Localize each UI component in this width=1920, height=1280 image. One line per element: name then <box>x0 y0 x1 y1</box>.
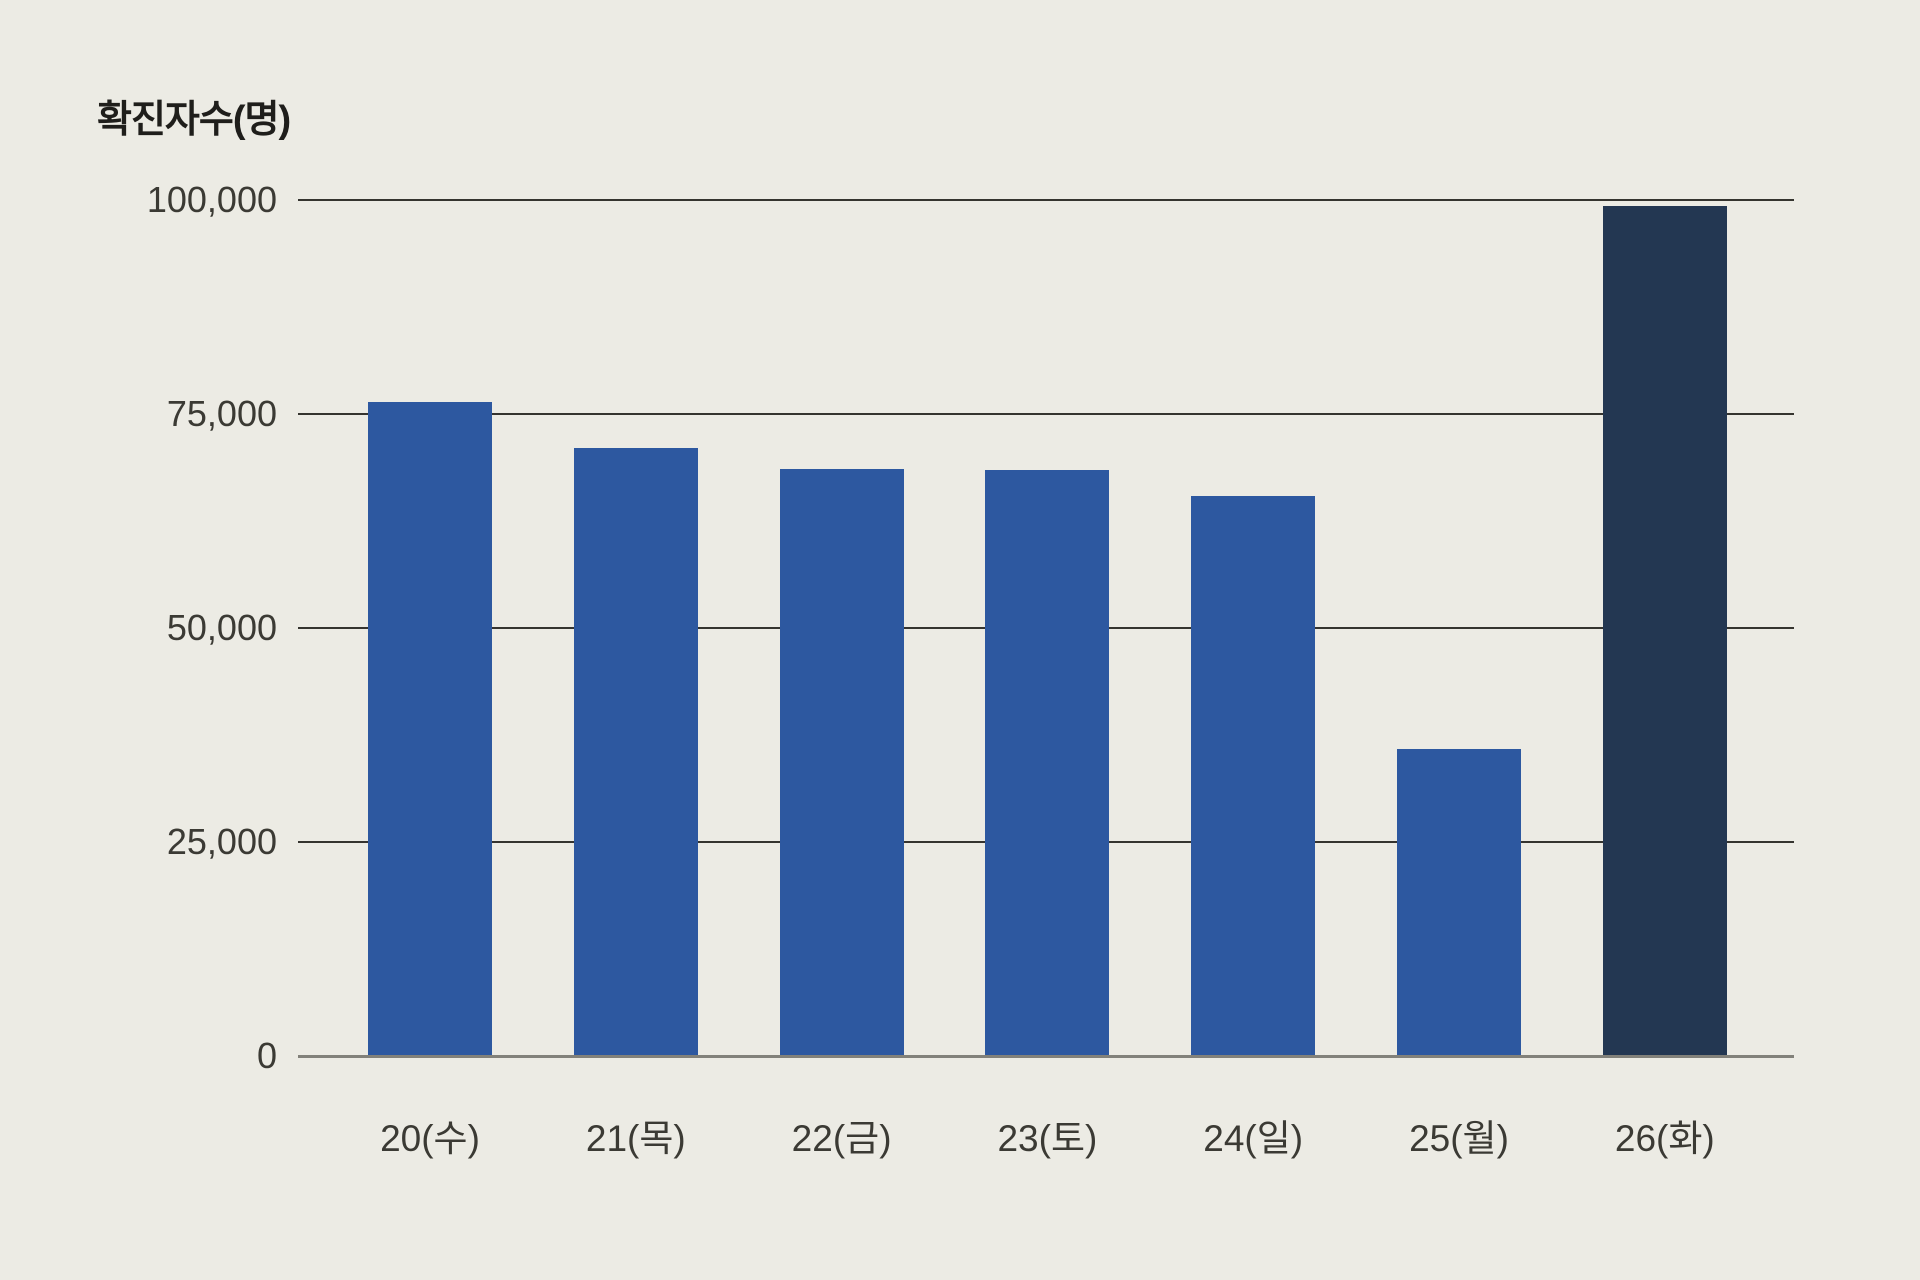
bar-20(수) <box>368 402 492 1056</box>
x-axis-tick-label: 22(금) <box>791 1118 892 1159</box>
bar-23(토) <box>985 470 1110 1056</box>
x-axis-tick-label: 23(토) <box>997 1118 1098 1159</box>
x-axis-tick-label: 20(수) <box>380 1118 480 1159</box>
y-axis-tick-label: 100,000 <box>146 179 277 220</box>
bar-22(금) <box>779 468 904 1056</box>
x-axis-tick-label: 25(월) <box>1409 1118 1509 1159</box>
y-axis-tick-label: 25,000 <box>166 821 277 862</box>
bar-21(목) <box>573 448 698 1056</box>
y-axis-tick-label: 0 <box>256 1035 277 1076</box>
x-axis-line <box>298 1055 1794 1058</box>
y-axis-tick-label: 75,000 <box>166 393 277 434</box>
bar-24(일) <box>1191 496 1316 1056</box>
bar-25(월) <box>1397 748 1521 1056</box>
x-axis-tick-label: 21(목) <box>585 1118 686 1159</box>
x-axis-tick-label: 24(일) <box>1203 1118 1304 1159</box>
y-axis-tick-label: 50,000 <box>166 607 277 648</box>
gridline-100000 <box>298 199 1794 201</box>
chart-title: 확진자수(명) <box>97 99 291 141</box>
bar-26(화) <box>1602 205 1727 1056</box>
gridline-75000 <box>298 413 1794 415</box>
x-axis-tick-label: 26(화) <box>1614 1118 1715 1159</box>
